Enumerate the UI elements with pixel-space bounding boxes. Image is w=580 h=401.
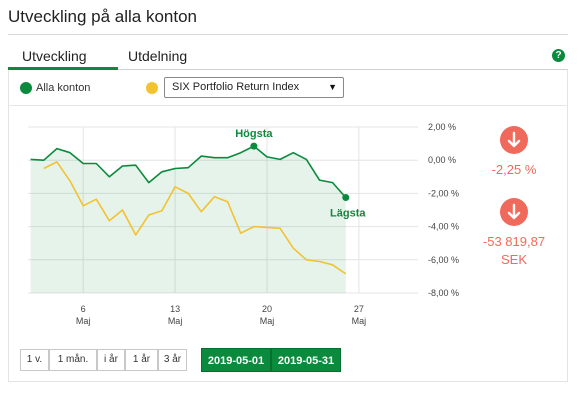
legend-row: Alla konton SIX Portfolio Return Index ▼ — [8, 70, 568, 106]
date-from-button[interactable]: 2019-05-01 — [201, 348, 271, 372]
series-dot-alla-konton — [20, 82, 32, 94]
tab-utdelning[interactable]: Utdelning — [128, 48, 188, 64]
series-dot-index — [146, 82, 158, 94]
arrow-down-icon — [507, 203, 521, 220]
series-line-1 — [43, 161, 347, 275]
x-tick-label: 13 — [170, 304, 180, 314]
annotation-label: Lägsta — [330, 208, 366, 220]
date-to-button[interactable]: 2019-05-31 — [271, 348, 341, 372]
y-tick-label: -8,00 % — [428, 288, 459, 298]
range-button-ytd[interactable]: i år — [97, 349, 125, 371]
series-line-0 — [30, 145, 347, 199]
change-sek-value: -53 819,87 — [482, 234, 546, 249]
range-button-1y[interactable]: 1 år — [125, 349, 158, 371]
legend-label-alla-konton: Alla konton — [36, 82, 91, 94]
dropdown-arrow-icon: ▼ — [328, 82, 337, 92]
plot-area — [28, 127, 418, 293]
annotation-point — [342, 194, 350, 202]
x-tick-label: 6 — [81, 304, 86, 314]
x-tick-label: Maj — [260, 316, 275, 326]
change-pct-badge — [500, 126, 528, 154]
performance-chart: 2,00 % 0,00 % -2,00 % -4,00 % -6,00 % -8,00 %… — [28, 122, 459, 326]
series-area-0 — [30, 146, 346, 293]
annotation-label: Högsta — [235, 128, 273, 140]
change-sek-badge — [500, 198, 528, 226]
x-tick-label: 20 — [262, 304, 272, 314]
y-tick-label: 2,00 % — [428, 122, 456, 132]
range-button-3y[interactable]: 3 år — [158, 349, 187, 371]
chart-panel — [8, 70, 568, 382]
x-tick-label: 27 — [354, 304, 364, 314]
x-tick-label: Maj — [76, 316, 91, 326]
x-tick-label: Maj — [168, 316, 183, 326]
x-tick-label: Maj — [352, 316, 367, 326]
change-sek-unit: SEK — [500, 252, 527, 267]
change-sek: -53 819,87 SEK — [464, 233, 564, 269]
tab-bar: Utveckling Utdelning ? — [8, 44, 568, 70]
y-tick-label: 0,00 % — [428, 155, 456, 165]
index-select-value: SIX Portfolio Return Index — [172, 81, 300, 93]
y-tick-label: -4,00 % — [428, 222, 459, 232]
change-pct-value: -2,25 % — [491, 162, 537, 177]
active-tab-indicator — [8, 67, 118, 70]
page-title: Utveckling på alla konton — [8, 7, 198, 26]
index-select[interactable]: SIX Portfolio Return Index ▼ — [164, 77, 344, 98]
y-tick-label: -6,00 % — [428, 255, 459, 265]
range-button-1m[interactable]: 1 mån. — [49, 349, 97, 371]
y-tick-label: -2,00 % — [428, 188, 459, 198]
title-divider — [8, 34, 568, 35]
help-icon[interactable]: ? — [552, 49, 565, 62]
tab-utveckling[interactable]: Utveckling — [22, 48, 87, 64]
range-button-1w[interactable]: 1 v. — [20, 349, 49, 371]
arrow-down-icon — [507, 131, 521, 148]
annotation-point — [250, 142, 258, 150]
tab-divider — [8, 69, 568, 70]
